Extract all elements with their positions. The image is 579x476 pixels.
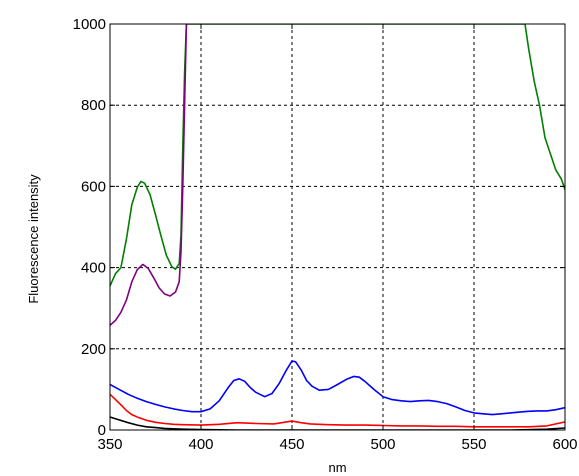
y-tick-label: 800 <box>81 97 106 114</box>
x-tick-label: 400 <box>188 436 213 453</box>
x-tick-label: 350 <box>97 436 122 453</box>
x-axis-title: nm <box>328 460 346 475</box>
y-tick-label: 200 <box>81 341 106 358</box>
series-line-1 <box>110 24 188 327</box>
series-line-4 <box>110 416 565 430</box>
series-line-3 <box>110 393 565 428</box>
y-tick-label: 400 <box>81 260 106 277</box>
series-line-0 <box>110 24 565 287</box>
tick-marks <box>109 23 566 431</box>
series-lines <box>110 24 565 430</box>
plot-frame <box>109 23 566 431</box>
y-axis-title: Fluorescence intensity <box>26 174 41 304</box>
x-tick-label: 500 <box>370 436 395 453</box>
y-axis-tick-labels: 0 200 400 600 800 1000 <box>73 16 106 439</box>
x-axis-tick-labels: 350 400 450 500 550 600 <box>97 436 577 453</box>
x-tick-label: 600 <box>552 436 577 453</box>
x-tick-label: 550 <box>461 436 486 453</box>
y-tick-label: 1000 <box>73 16 106 33</box>
grid-lines <box>110 24 565 430</box>
y-tick-label: 0 <box>98 422 106 439</box>
series-line-2 <box>110 360 565 416</box>
y-tick-label: 600 <box>81 178 106 195</box>
x-tick-label: 450 <box>279 436 304 453</box>
